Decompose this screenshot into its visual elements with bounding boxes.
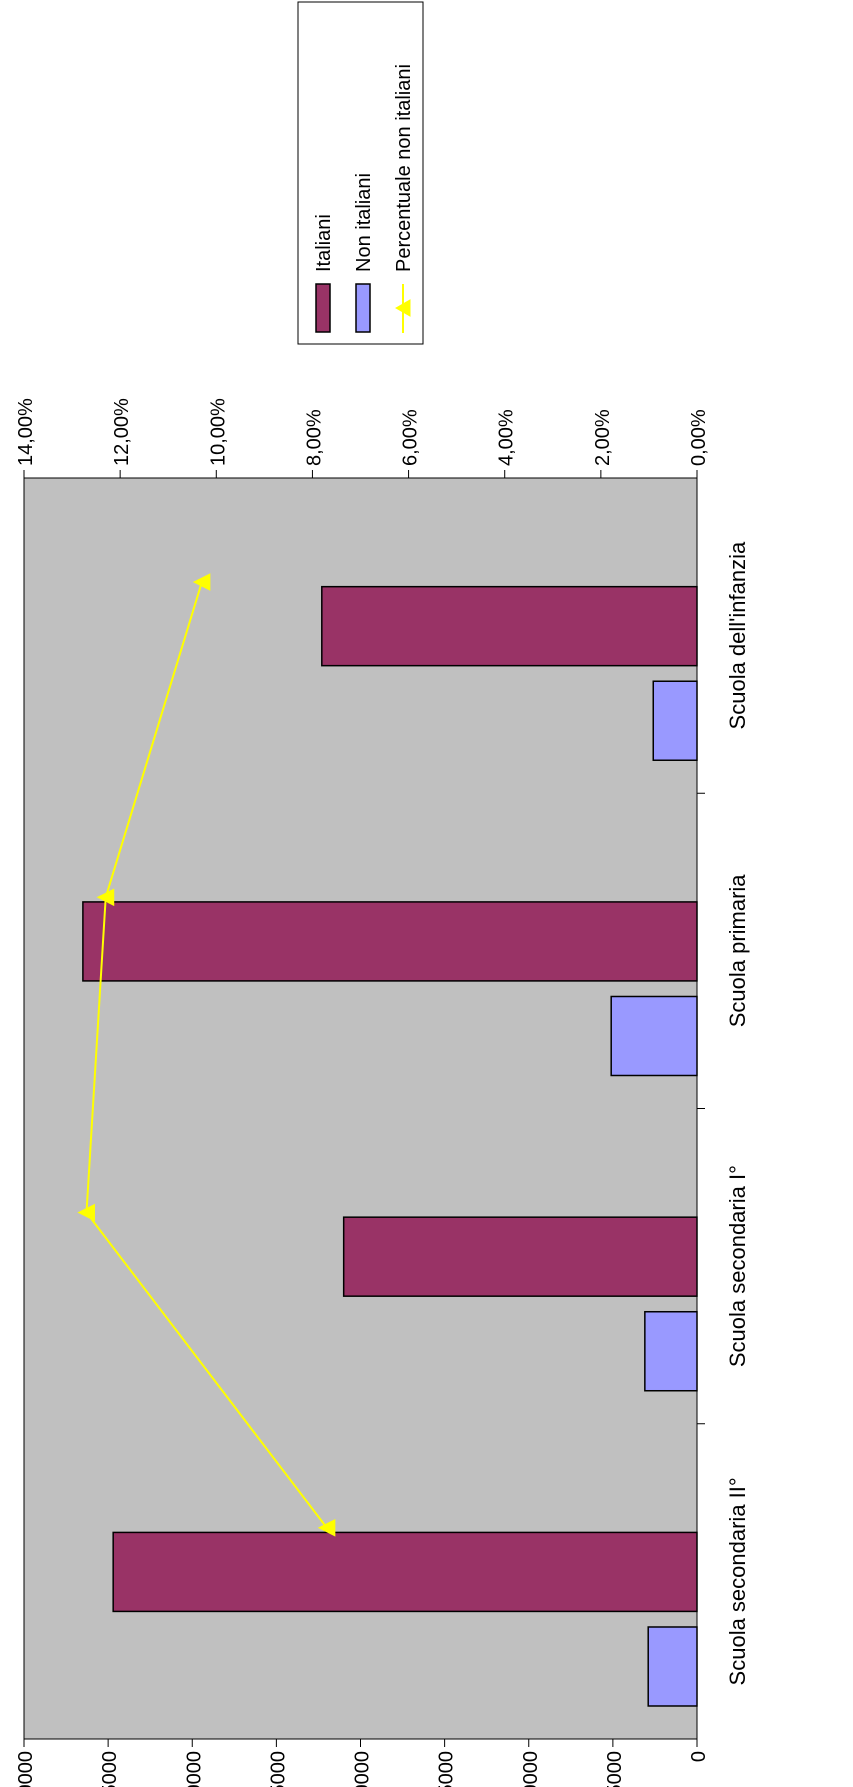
category-label: Scuola dell'infanzia [725, 541, 750, 729]
secondary-axis-tick-label: 2,00% [592, 409, 614, 466]
bar [652, 680, 698, 761]
primary-axis-tick-label: 10000 [520, 1751, 542, 1787]
category-label: Scuola secondaria I° [725, 1165, 750, 1367]
secondary-axis-tick-label: 6,00% [400, 409, 422, 466]
bar [342, 1216, 698, 1297]
bar [610, 995, 698, 1077]
primary-axis-tick-label: 25000 [267, 1751, 289, 1787]
primary-axis-tick-label: 20000 [352, 1751, 374, 1787]
primary-axis-tick-label: 15000 [436, 1751, 458, 1787]
bar [644, 1310, 698, 1392]
secondary-axis-tick-label: 0,00% [688, 409, 710, 466]
bar [112, 1531, 698, 1613]
category-label: Scuola secondaria II° [725, 1477, 750, 1685]
line-marker [192, 573, 211, 591]
secondary-axis-tick-label: 8,00% [303, 409, 325, 466]
secondary-axis-tick-label: 12,00% [111, 398, 133, 466]
plot-area [23, 477, 698, 1740]
secondary-axis-tick-label: 14,00% [15, 398, 37, 466]
legend-swatch [355, 283, 371, 333]
primary-axis-tick-label: 0 [688, 1751, 710, 1762]
line-marker [96, 888, 115, 907]
secondary-axis-tick-label: 10,00% [207, 398, 229, 466]
primary-axis-tick-label: 40000 [15, 1751, 37, 1787]
legend-label: Percentuale non italiani [393, 64, 415, 272]
legend-swatch [315, 283, 331, 333]
legend: Italiani Non italiani Percentuale non ital… [297, 1, 424, 345]
bar [647, 1626, 698, 1707]
line-marker [317, 1518, 336, 1537]
bar [321, 585, 698, 667]
line-marker [77, 1203, 95, 1222]
primary-axis-tick-label: 5000 [604, 1751, 626, 1787]
legend-marker [394, 299, 411, 317]
plot-area-group: 0 5000 10000 15000 20000 25000 30000 35000 40000… [15, 398, 750, 1787]
category-label: Scuola primaria [725, 874, 750, 1028]
bar [82, 901, 698, 982]
primary-axis-tick-label: 30000 [183, 1751, 205, 1787]
legend-label: Italiani [313, 214, 335, 272]
primary-axis-tick-label: 35000 [99, 1751, 121, 1787]
legend-label: Non italiani [353, 173, 375, 272]
line-series [85, 581, 328, 1529]
secondary-axis-tick-label: 4,00% [496, 409, 518, 466]
